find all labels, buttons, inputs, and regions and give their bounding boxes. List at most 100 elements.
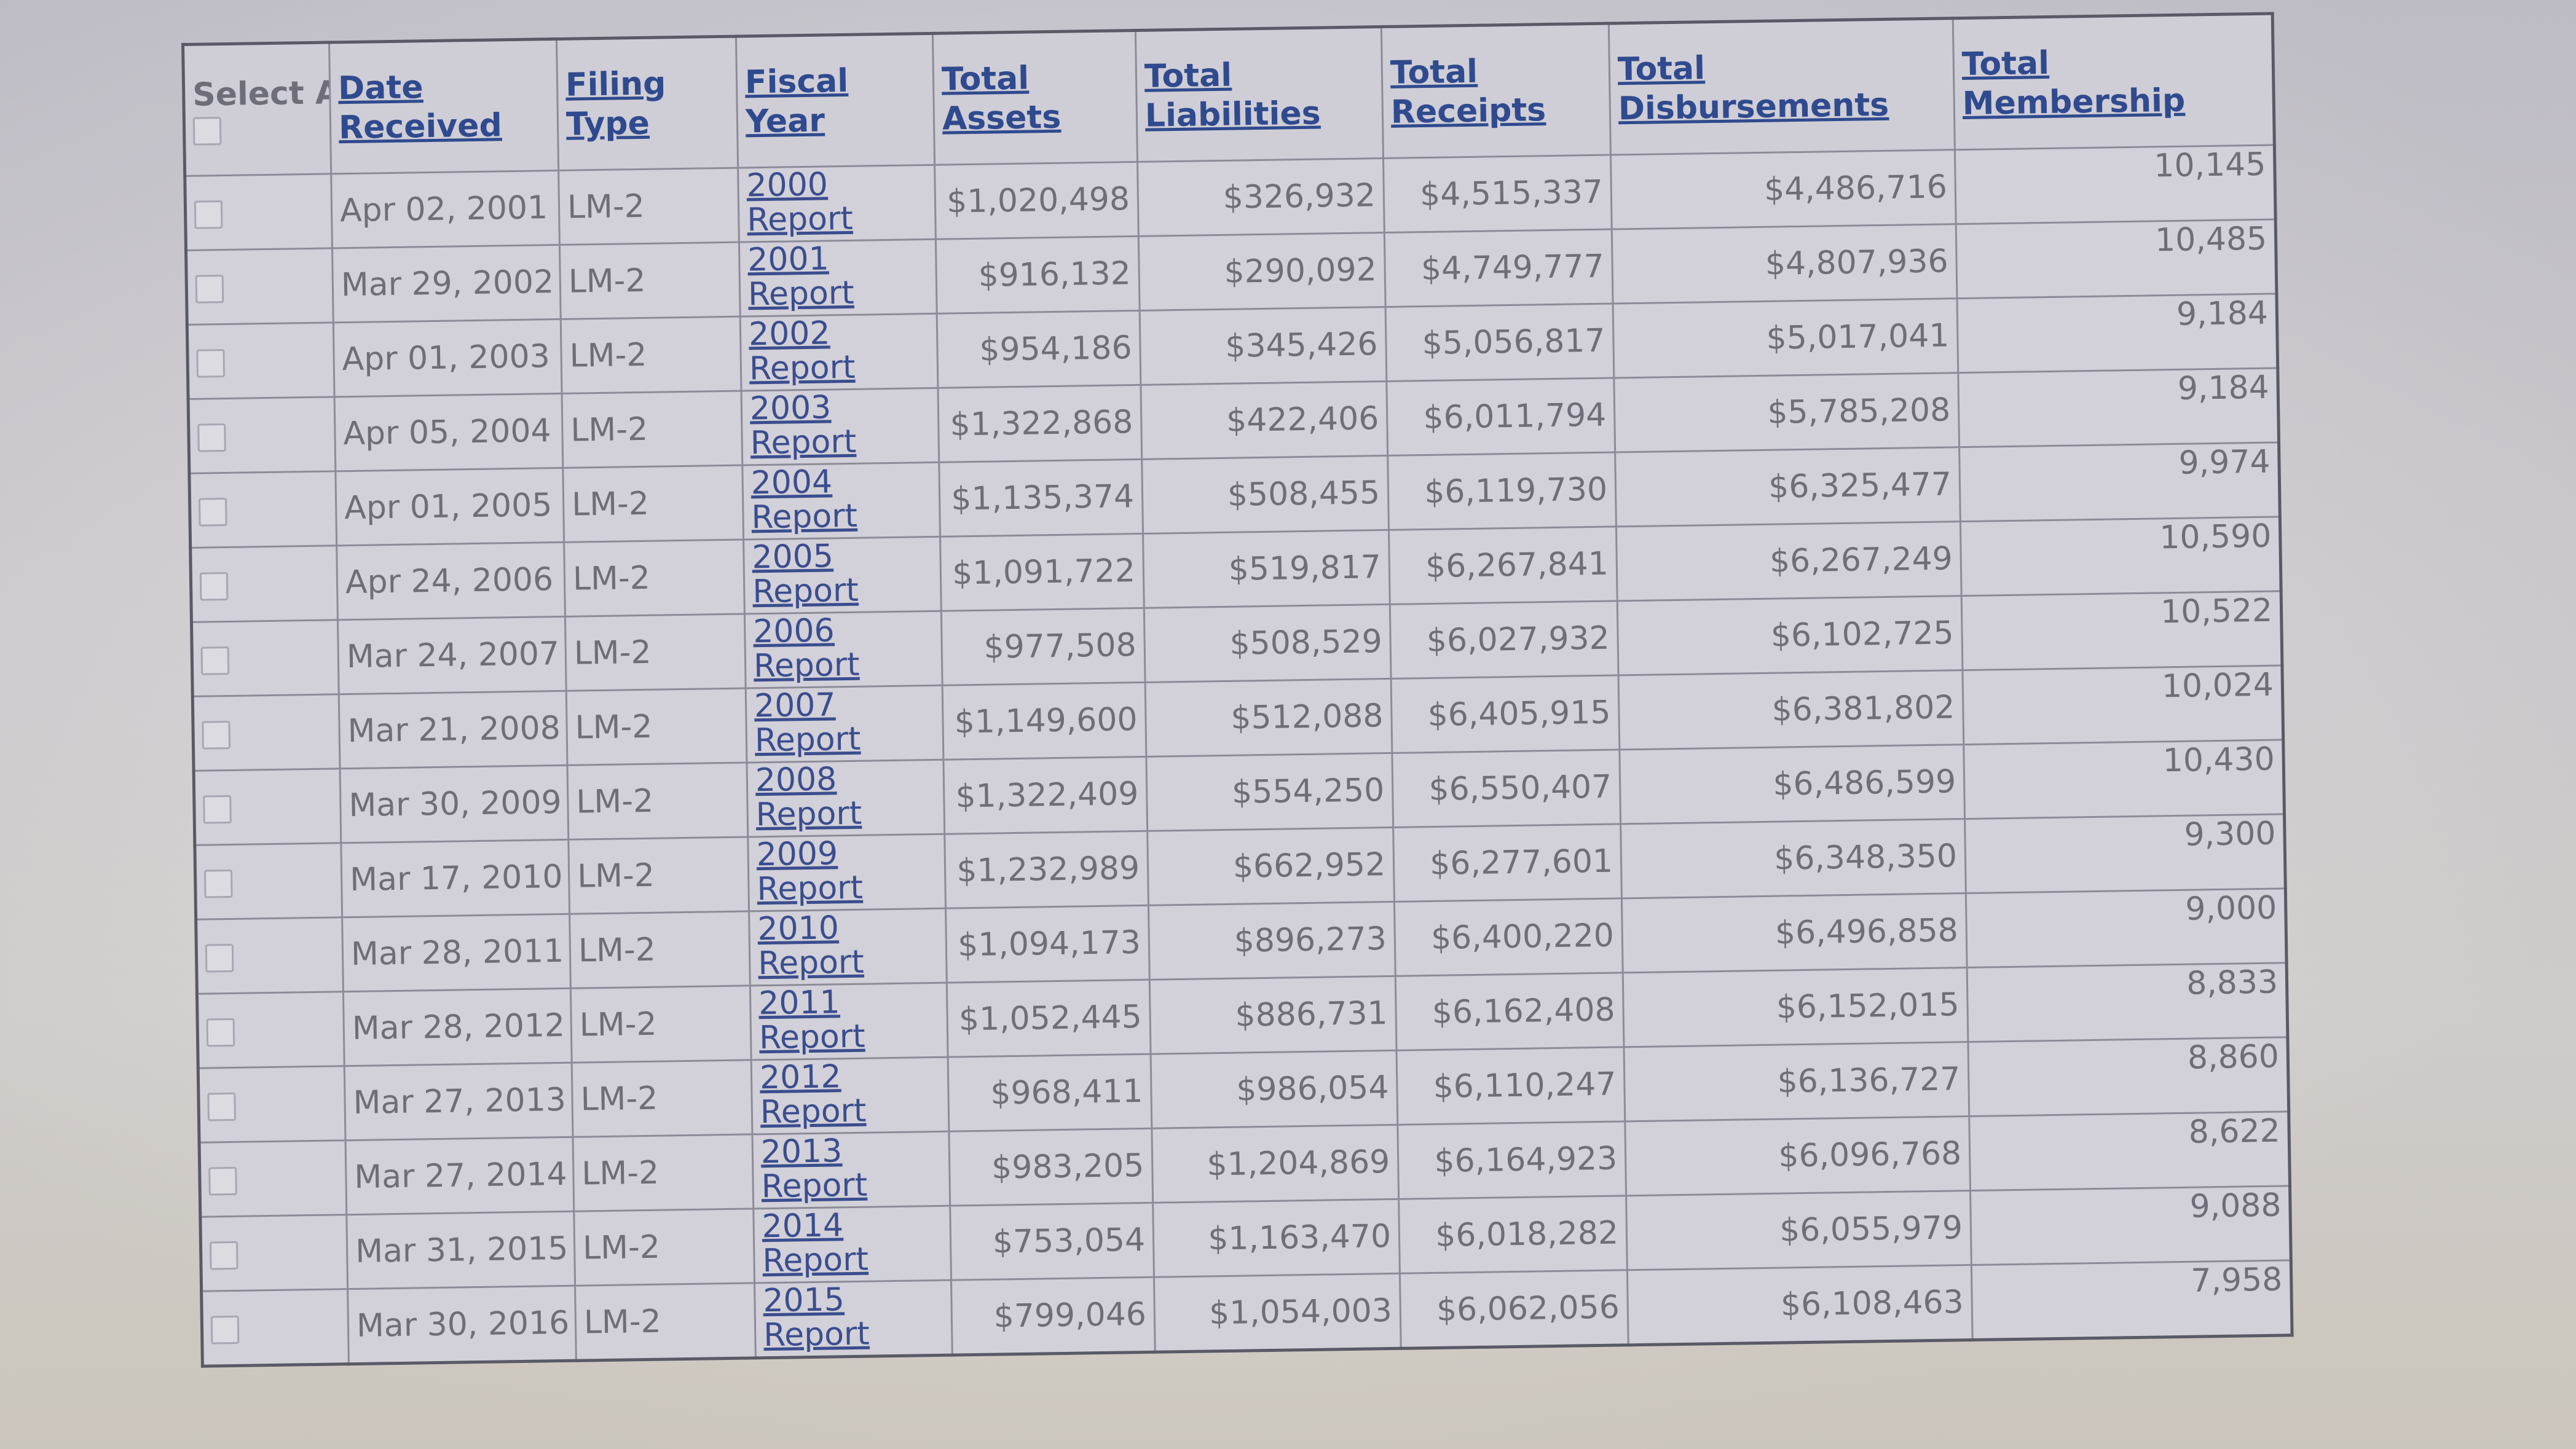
total-membership-sort-link[interactable]: Total Membership bbox=[1961, 44, 2186, 123]
total-liabilities-cell: $326,932 bbox=[1137, 158, 1385, 237]
total-disbursements-cell: $6,486,599 bbox=[1619, 744, 1965, 824]
report-link[interactable]: 2002 Report bbox=[749, 315, 930, 388]
fiscal-year-cell: 2009 Report bbox=[747, 834, 946, 911]
total-assets-cell: $1,322,868 bbox=[937, 385, 1142, 463]
select-all-header[interactable]: Select All bbox=[183, 42, 331, 176]
row-checkbox[interactable] bbox=[202, 720, 231, 750]
date-received-cell: Mar 30, 2016 bbox=[347, 1286, 577, 1364]
filing-type-cell: LM-2 bbox=[562, 391, 742, 468]
filing-type-sort-link[interactable]: Filing Type bbox=[565, 65, 666, 143]
report-link[interactable]: 2007 Report bbox=[754, 686, 935, 759]
report-year: 2001 bbox=[747, 240, 830, 279]
row-checkbox[interactable] bbox=[206, 1018, 235, 1047]
total-assets-cell: $1,020,498 bbox=[934, 162, 1139, 240]
total-liabilities-cell: $1,204,869 bbox=[1151, 1125, 1399, 1203]
row-checkbox[interactable] bbox=[207, 1092, 237, 1121]
total-membership-cell: 9,184 bbox=[1956, 293, 2278, 373]
report-link[interactable]: 2014 Report bbox=[762, 1207, 943, 1280]
fiscal-year-cell: 2010 Report bbox=[749, 908, 947, 986]
total-receipts-cell: $6,011,794 bbox=[1386, 377, 1615, 456]
report-year: 2003 bbox=[749, 389, 832, 428]
report-label: Report bbox=[749, 348, 856, 388]
report-label: Report bbox=[751, 497, 858, 536]
report-link[interactable]: 2012 Report bbox=[760, 1058, 941, 1131]
total-assets-cell: $977,508 bbox=[941, 608, 1146, 686]
report-year: 2011 bbox=[758, 984, 841, 1023]
report-label: Report bbox=[761, 1166, 868, 1206]
report-link[interactable]: 2008 Report bbox=[755, 761, 936, 833]
report-link[interactable]: 2010 Report bbox=[757, 909, 939, 983]
report-label: Report bbox=[746, 200, 854, 239]
total-membership-cell: 9,088 bbox=[1970, 1185, 2291, 1265]
total-receipts-cell: $6,164,923 bbox=[1397, 1121, 1626, 1200]
report-link[interactable]: 2015 Report bbox=[763, 1281, 944, 1354]
total-receipts-cell: $6,062,056 bbox=[1400, 1270, 1629, 1349]
fiscal-year-sort-link[interactable]: Fiscal Year bbox=[744, 62, 849, 141]
report-link[interactable]: 2011 Report bbox=[758, 984, 940, 1056]
total-assets-cell: $1,135,374 bbox=[939, 459, 1143, 537]
report-link[interactable]: 2013 Report bbox=[760, 1133, 942, 1206]
total-assets-cell: $753,054 bbox=[950, 1203, 1154, 1281]
row-checkbox[interactable] bbox=[209, 1241, 238, 1270]
total-receipts-cell: $6,550,407 bbox=[1392, 749, 1621, 828]
total-disbursements-header: Total Disbursements bbox=[1609, 18, 1955, 155]
table-body: Apr 02, 2001 LM-2 2000 Report $1,020,498 $326… bbox=[184, 145, 2293, 1367]
row-checkbox[interactable] bbox=[203, 869, 233, 898]
report-link[interactable]: 2003 Report bbox=[749, 389, 931, 461]
row-checkbox[interactable] bbox=[198, 497, 227, 527]
date-received-sort-link[interactable]: Date Received bbox=[337, 69, 503, 147]
total-receipts-sort-link[interactable]: Total Receipts bbox=[1390, 53, 1546, 131]
total-membership-cell: 8,860 bbox=[1967, 1037, 2289, 1117]
total-membership-cell: 10,024 bbox=[1962, 665, 2283, 745]
report-label: Report bbox=[762, 1241, 869, 1280]
row-checkbox[interactable] bbox=[195, 275, 224, 304]
filing-type-cell: LM-2 bbox=[568, 836, 749, 914]
filing-type-cell: LM-2 bbox=[565, 614, 746, 691]
date-received-cell: Mar 28, 2012 bbox=[343, 988, 572, 1066]
total-receipts-cell: $6,110,247 bbox=[1396, 1046, 1625, 1125]
report-link[interactable]: 2001 Report bbox=[747, 240, 929, 313]
row-checkbox[interactable] bbox=[210, 1315, 240, 1345]
date-received-cell: Mar 21, 2008 bbox=[339, 691, 568, 769]
row-checkbox[interactable] bbox=[205, 943, 234, 973]
total-membership-cell: 10,590 bbox=[1960, 516, 2282, 596]
report-link[interactable]: 2006 Report bbox=[753, 612, 934, 685]
total-disbursements-sort-link[interactable]: Total Disbursements bbox=[1617, 50, 1889, 128]
total-disbursements-cell: $6,108,463 bbox=[1627, 1265, 1973, 1345]
total-disbursements-cell: $5,017,041 bbox=[1613, 298, 1958, 378]
report-year: 2013 bbox=[760, 1133, 843, 1171]
report-link[interactable]: 2000 Report bbox=[746, 166, 928, 239]
row-checkbox[interactable] bbox=[203, 795, 232, 824]
filing-type-cell: LM-2 bbox=[570, 985, 752, 1063]
row-select-cell bbox=[200, 1214, 348, 1292]
row-select-cell bbox=[187, 322, 335, 399]
total-receipts-cell: $6,405,915 bbox=[1391, 675, 1620, 753]
total-liabilities-sort-link[interactable]: Total Liabilities bbox=[1144, 57, 1321, 135]
total-assets-sort-link[interactable]: Total Assets bbox=[941, 60, 1062, 138]
total-assets-cell: $799,046 bbox=[951, 1277, 1156, 1356]
total-assets-cell: $983,205 bbox=[948, 1128, 1153, 1206]
total-disbursements-cell: $6,102,725 bbox=[1617, 595, 1963, 675]
report-link[interactable]: 2005 Report bbox=[752, 538, 933, 610]
report-link[interactable]: 2009 Report bbox=[756, 835, 937, 908]
total-liabilities-cell: $662,952 bbox=[1147, 827, 1395, 906]
date-received-cell: Mar 17, 2010 bbox=[341, 839, 570, 917]
report-label: Report bbox=[757, 943, 865, 983]
fiscal-year-cell: 2012 Report bbox=[751, 1057, 949, 1134]
row-checkbox[interactable] bbox=[194, 200, 223, 229]
report-link[interactable]: 2004 Report bbox=[750, 463, 932, 536]
date-received-cell: Mar 27, 2013 bbox=[344, 1062, 573, 1141]
total-disbursements-cell: $6,055,979 bbox=[1626, 1190, 1972, 1270]
row-checkbox[interactable] bbox=[196, 349, 226, 378]
row-checkbox[interactable] bbox=[208, 1166, 237, 1196]
select-all-checkbox[interactable] bbox=[192, 117, 222, 146]
total-receipts-cell: $6,162,408 bbox=[1395, 972, 1624, 1051]
total-membership-cell: 10,485 bbox=[1956, 219, 2277, 299]
row-checkbox[interactable] bbox=[197, 423, 226, 452]
row-checkbox[interactable] bbox=[199, 571, 229, 601]
row-checkbox[interactable] bbox=[200, 646, 230, 675]
total-disbursements-cell: $6,348,350 bbox=[1620, 819, 1966, 898]
total-receipts-cell: $5,056,817 bbox=[1385, 303, 1614, 382]
total-membership-cell: 7,958 bbox=[1971, 1260, 2293, 1340]
total-liabilities-cell: $508,455 bbox=[1141, 455, 1389, 534]
